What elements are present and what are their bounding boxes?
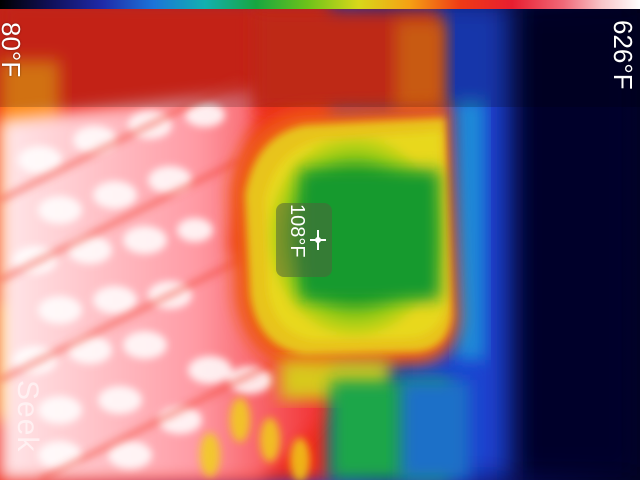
min-temperature-label: 80°F bbox=[0, 22, 26, 78]
seek-watermark-logo: Seek bbox=[11, 380, 44, 453]
top-overlay-band bbox=[0, 9, 640, 107]
max-temperature-label: 626°F bbox=[608, 20, 638, 90]
temperature-color-scale bbox=[0, 0, 640, 9]
crosshair-icon[interactable] bbox=[306, 228, 330, 252]
spot-temperature-reading: 108°F bbox=[286, 204, 308, 258]
